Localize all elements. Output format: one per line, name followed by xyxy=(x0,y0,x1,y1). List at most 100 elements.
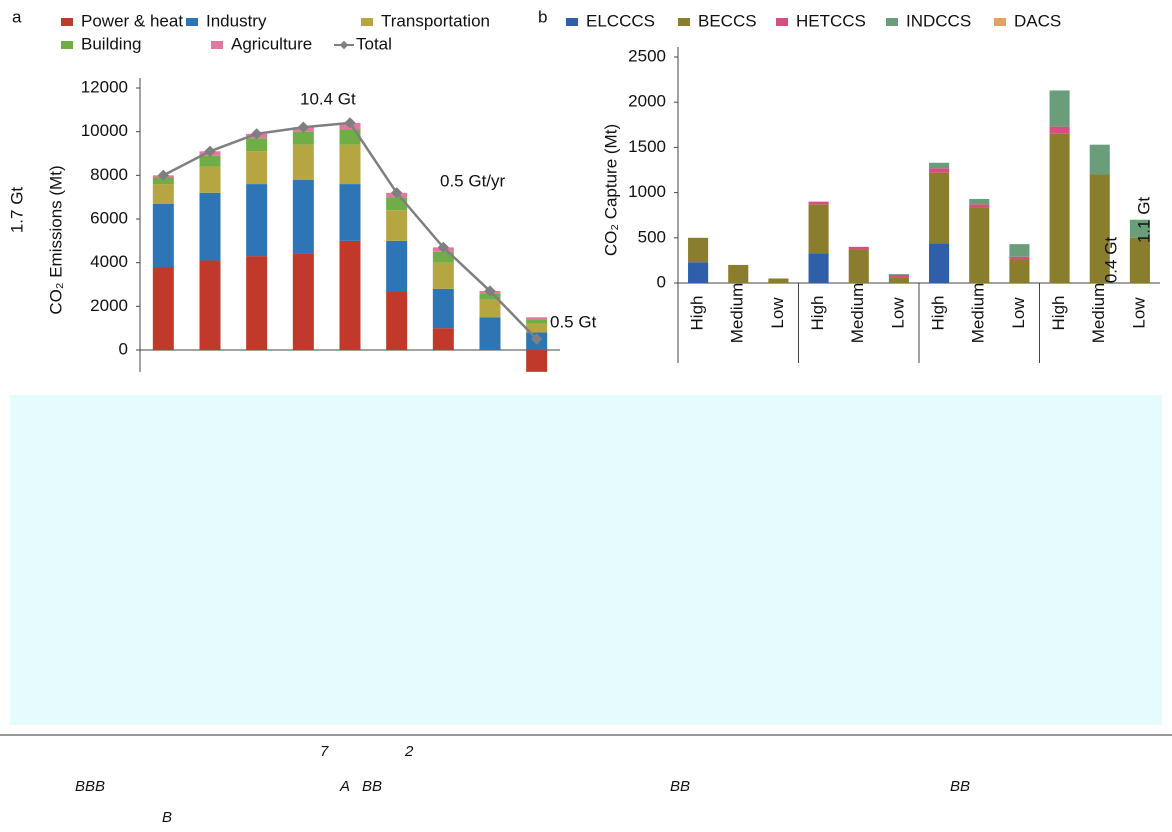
legend-label: ELCCCS xyxy=(586,11,655,30)
legend-label: Power & heat xyxy=(81,11,183,30)
bar-segment xyxy=(292,131,314,145)
bar-segment xyxy=(526,319,548,324)
legend-label: INDCCS xyxy=(906,11,971,30)
legend-label: Total xyxy=(356,34,392,53)
bar-segment xyxy=(929,172,950,244)
caption-fragment: A xyxy=(339,778,350,795)
legend-swatch xyxy=(211,41,223,49)
legend-label: Industry xyxy=(206,11,267,30)
x-tick-label: Low xyxy=(1009,297,1028,329)
total-marker xyxy=(437,241,449,254)
bar-segment xyxy=(386,240,408,292)
caption-fragment: B xyxy=(162,809,172,826)
legend-label: HETCCS xyxy=(796,11,866,30)
bar-segment xyxy=(386,210,408,241)
legend-label: BECCS xyxy=(698,11,757,30)
y-tick-label: 6000 xyxy=(90,208,128,227)
x-tick-label: Low xyxy=(888,297,907,329)
bar-segment xyxy=(929,243,950,283)
bar-segment xyxy=(1049,90,1070,127)
bar-segment xyxy=(199,192,221,261)
caption-fragment: BB xyxy=(362,778,382,795)
bar-segment xyxy=(1129,237,1150,283)
legend-swatch xyxy=(776,18,788,26)
bar-segment xyxy=(728,264,749,283)
legend-swatch xyxy=(61,41,73,49)
bar-segment xyxy=(386,197,408,211)
y-axis-title: CO₂ Capture (Mt) xyxy=(601,124,620,256)
y-tick-label: 12000 xyxy=(81,77,128,96)
legend-swatch xyxy=(566,18,578,26)
annotation: 0.4 Gt xyxy=(1101,237,1120,284)
y-tick-label: 0 xyxy=(119,339,128,358)
bar-segment xyxy=(432,288,454,329)
bar-segment xyxy=(292,179,314,254)
lower-panel xyxy=(10,395,1162,725)
legend-swatch xyxy=(61,18,73,26)
bar-segment xyxy=(1009,244,1030,257)
x-tick-label: Low xyxy=(1129,297,1148,329)
x-tick-label: High xyxy=(688,296,707,331)
bar-segment xyxy=(1009,256,1030,260)
y-tick-label: 1500 xyxy=(628,137,666,156)
bar-segment xyxy=(929,162,950,169)
bar-segment xyxy=(292,144,314,180)
bar-segment xyxy=(688,237,709,263)
x-tick-label: High xyxy=(929,296,948,331)
bar-segment xyxy=(152,267,174,350)
bar-segment xyxy=(888,274,909,278)
bar-segment xyxy=(888,277,909,283)
y-tick-label: 10000 xyxy=(81,121,128,140)
bar-segment xyxy=(432,251,454,263)
bar-segment xyxy=(808,204,829,254)
y-tick-label: 500 xyxy=(638,227,666,246)
bar-segment xyxy=(199,260,221,350)
bar-segment xyxy=(1089,174,1110,283)
y-tick-label: 2500 xyxy=(628,46,666,65)
total-marker xyxy=(391,187,403,199)
bar-segment xyxy=(339,184,361,241)
legend-marker xyxy=(339,40,349,50)
x-tick-label: Medium xyxy=(969,283,988,343)
x-tick-label: Low xyxy=(768,297,787,329)
x-tick-label: High xyxy=(808,296,827,331)
bar-segment xyxy=(1049,126,1070,134)
bar-segment xyxy=(152,203,174,268)
bar-segment xyxy=(152,184,174,204)
y-tick-label: 0 xyxy=(657,272,666,291)
bar-segment xyxy=(339,144,361,185)
total-marker xyxy=(531,333,543,345)
bar-segment xyxy=(432,328,454,350)
bar-segment xyxy=(479,299,501,318)
legend-swatch xyxy=(678,18,690,26)
bar-segment xyxy=(929,168,950,173)
bar-segment xyxy=(526,317,548,320)
caption-fragment: BB xyxy=(950,778,970,795)
bar-segment xyxy=(1089,144,1110,175)
bar-segment xyxy=(479,317,501,350)
bar-segment xyxy=(1049,133,1070,283)
total-marker xyxy=(251,128,263,140)
bar-segment xyxy=(768,278,789,283)
y-tick-label: 8000 xyxy=(90,165,128,184)
bar-segment xyxy=(386,291,408,350)
bar-segment xyxy=(199,155,221,167)
total-marker xyxy=(157,169,169,181)
bar-segment xyxy=(339,240,361,350)
bar-segment xyxy=(888,273,909,275)
annotation: 0.5 Gt xyxy=(550,312,597,331)
bar-segment xyxy=(246,138,268,152)
bar-segment xyxy=(848,246,869,250)
total-marker xyxy=(204,145,216,157)
bar-segment xyxy=(808,253,829,283)
bar-segment xyxy=(199,166,221,193)
bar-segment xyxy=(1009,259,1030,283)
caption-fragment: 2 xyxy=(404,743,414,760)
legend-label: Agriculture xyxy=(231,34,312,53)
y-tick-label: 4000 xyxy=(90,252,128,271)
bar-segment xyxy=(969,204,990,208)
annotation: 0.5 Gt/yr xyxy=(440,171,506,190)
bar-segment xyxy=(848,249,869,283)
bar-segment xyxy=(526,323,548,333)
